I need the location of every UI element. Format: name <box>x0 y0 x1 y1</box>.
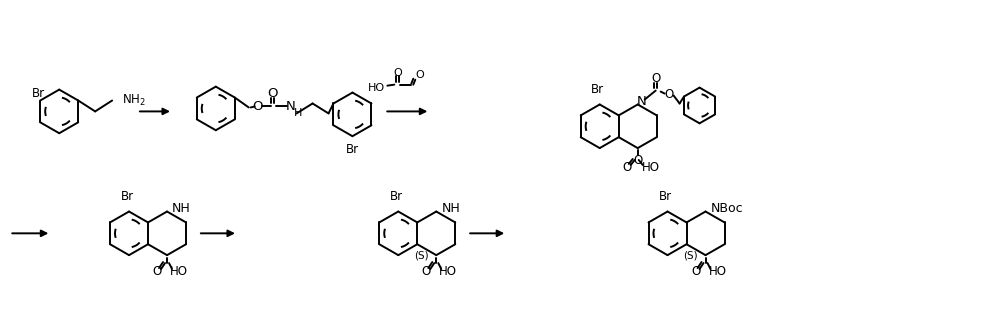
Text: Br: Br <box>346 143 359 156</box>
Text: Br: Br <box>32 87 45 100</box>
Text: O: O <box>622 161 631 174</box>
Text: O: O <box>393 68 402 78</box>
Text: NH: NH <box>441 202 460 215</box>
Text: Br: Br <box>390 190 403 203</box>
Text: N: N <box>637 95 647 108</box>
Text: NH$_2$: NH$_2$ <box>122 93 146 108</box>
Text: H: H <box>293 108 302 118</box>
Text: Br: Br <box>659 190 672 203</box>
Text: HO: HO <box>439 265 457 278</box>
Text: HO: HO <box>642 161 660 174</box>
Text: HO: HO <box>709 265 727 278</box>
Text: HO: HO <box>368 82 385 93</box>
Text: O: O <box>267 87 278 100</box>
Text: (S): (S) <box>414 250 428 260</box>
Text: O: O <box>651 72 660 85</box>
Text: O: O <box>422 265 431 278</box>
Text: NBoc: NBoc <box>711 202 743 215</box>
Text: Br: Br <box>591 82 604 95</box>
Text: O: O <box>152 265 162 278</box>
Text: Br: Br <box>120 190 134 203</box>
Text: O: O <box>664 88 673 101</box>
Text: O: O <box>691 265 700 278</box>
Text: N: N <box>286 100 296 113</box>
Text: O: O <box>415 70 424 80</box>
Text: O: O <box>252 100 263 113</box>
Text: O: O <box>633 155 642 167</box>
Text: HO: HO <box>170 265 188 278</box>
Text: NH: NH <box>172 202 191 215</box>
Text: (S): (S) <box>683 250 698 260</box>
